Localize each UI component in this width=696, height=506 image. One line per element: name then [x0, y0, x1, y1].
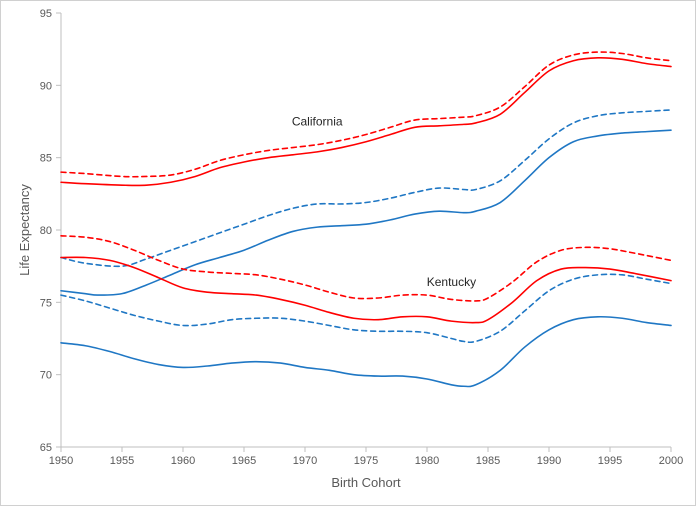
x-axis-label: Birth Cohort: [331, 475, 401, 490]
series-line-kentucky-red-solid: [60, 256, 672, 324]
annotation-california: California: [292, 115, 343, 129]
x-tick-label: 1965: [232, 455, 256, 467]
x-tick-label: 1990: [537, 455, 561, 467]
series-line-kentucky-blue-solid: [60, 315, 672, 388]
y-tick-label: 85: [40, 153, 52, 165]
y-tick-label: 65: [40, 442, 52, 454]
series-line-california-red-dashed: [60, 51, 672, 178]
y-tick-label: 90: [40, 80, 52, 92]
series-line-kentucky-blue-dashed: [60, 273, 672, 344]
y-tick-label: 70: [40, 370, 52, 382]
x-tick-label: 1975: [354, 455, 378, 467]
x-tick-label: 1980: [415, 455, 439, 467]
axes: 1950 1955 1960 1965 1970 1975 1980 1985 1990 1995…: [40, 8, 683, 467]
y-tick-label: 75: [40, 297, 52, 309]
annotation-kentucky: Kentucky: [427, 275, 476, 289]
series-line-california-blue-dashed: [60, 109, 672, 268]
x-tick-label: 1995: [598, 455, 622, 467]
x-tick-label: 1960: [171, 455, 195, 467]
labels-layer: Birth Cohort Life Expectancy California …: [17, 115, 476, 491]
x-tick-label: 1970: [293, 455, 317, 467]
y-tick-label: 80: [40, 225, 52, 237]
series-line-california-red-solid: [60, 57, 672, 187]
x-tick-label: 1950: [49, 455, 73, 467]
x-tick-label: 2000: [659, 455, 683, 467]
series-layer: [60, 51, 672, 388]
x-tick-label: 1985: [476, 455, 500, 467]
series-line-california-blue-solid: [60, 129, 672, 296]
x-tick-label: 1955: [110, 455, 134, 467]
y-tick-label: 95: [40, 8, 52, 20]
series-line-kentucky-red-dashed: [60, 234, 672, 302]
y-axis-label: Life Expectancy: [17, 184, 32, 276]
